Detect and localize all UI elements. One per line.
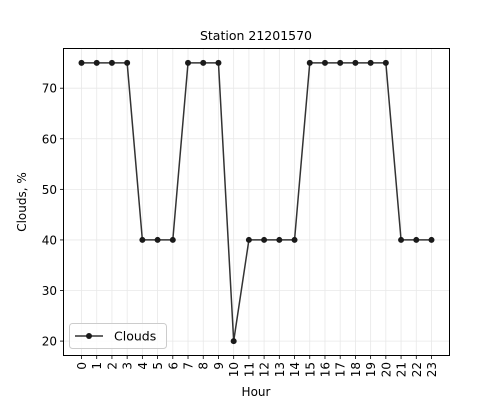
x-tick-label: 14 [288,362,302,377]
y-tick-label: 20 [42,335,57,349]
data-point [413,236,420,243]
x-tick-label: 23 [425,362,439,377]
x-tick-label: 17 [334,362,348,377]
y-tick-label: 40 [42,233,57,247]
x-tick-label: 22 [410,362,424,377]
x-tick-label: 21 [395,362,409,377]
x-tick-label: 9 [212,362,226,370]
x-tick-label: 11 [242,362,256,377]
y-tick-label: 50 [42,183,57,197]
data-point [230,338,237,345]
x-tick-label: 5 [151,362,165,370]
legend-label-clouds: Clouds [114,329,156,344]
x-tick-label: 8 [197,362,211,370]
x-tick-label: 16 [318,362,332,377]
data-point [108,59,115,66]
x-tick-label: 2 [105,362,119,370]
x-tick-label: 13 [273,362,287,377]
data-point [93,59,100,66]
legend-marker-swatch [86,333,92,339]
data-point [215,59,222,66]
data-point [154,236,161,243]
y-axis-title: Clouds, % [15,172,29,232]
data-point [276,236,283,243]
x-tick-label: 7 [182,362,196,370]
x-axis-title: Hour [242,385,271,399]
y-tick-label: 70 [42,82,57,96]
x-tick-label: 20 [379,362,393,377]
x-tick-label: 12 [258,362,272,377]
x-tick-label: 0 [75,362,89,370]
x-tick-label: 10 [227,362,241,377]
data-point [428,236,435,243]
x-tick-label: 1 [90,362,104,370]
x-tick-label: 15 [303,362,317,377]
plot-area [63,48,450,356]
x-tick-label: 3 [121,362,135,370]
y-axis: 20 30 40 50 60 70 [42,82,64,349]
legend-box [69,323,167,349]
data-point [261,236,268,243]
x-tick-label: 18 [349,362,363,377]
data-point [352,59,359,66]
data-point [291,236,298,243]
data-point [306,59,313,66]
data-point [185,59,192,66]
data-point [139,236,146,243]
y-tick-label: 30 [42,284,57,298]
data-point [337,59,344,66]
data-point [200,59,207,66]
series [78,59,435,345]
x-tick-label: 19 [364,362,378,377]
grid [64,49,449,355]
x-tick-label: 4 [136,362,150,370]
data-point [321,59,328,66]
data-point [78,59,85,66]
y-tick-label: 60 [42,132,57,146]
legend: Clouds [69,323,167,349]
x-axis: 0 1 2 3 4 5 6 7 8 9 10 11 12 13 14 15 16 17 18 19 20 21 22 23 [75,355,439,377]
data-point [169,236,176,243]
data-point [382,59,389,66]
data-point [124,59,131,66]
data-point [245,236,252,243]
chart-title: Station 21201570 [200,28,312,43]
data-point [398,236,405,243]
x-tick-label: 6 [166,362,180,370]
data-point [367,59,374,66]
